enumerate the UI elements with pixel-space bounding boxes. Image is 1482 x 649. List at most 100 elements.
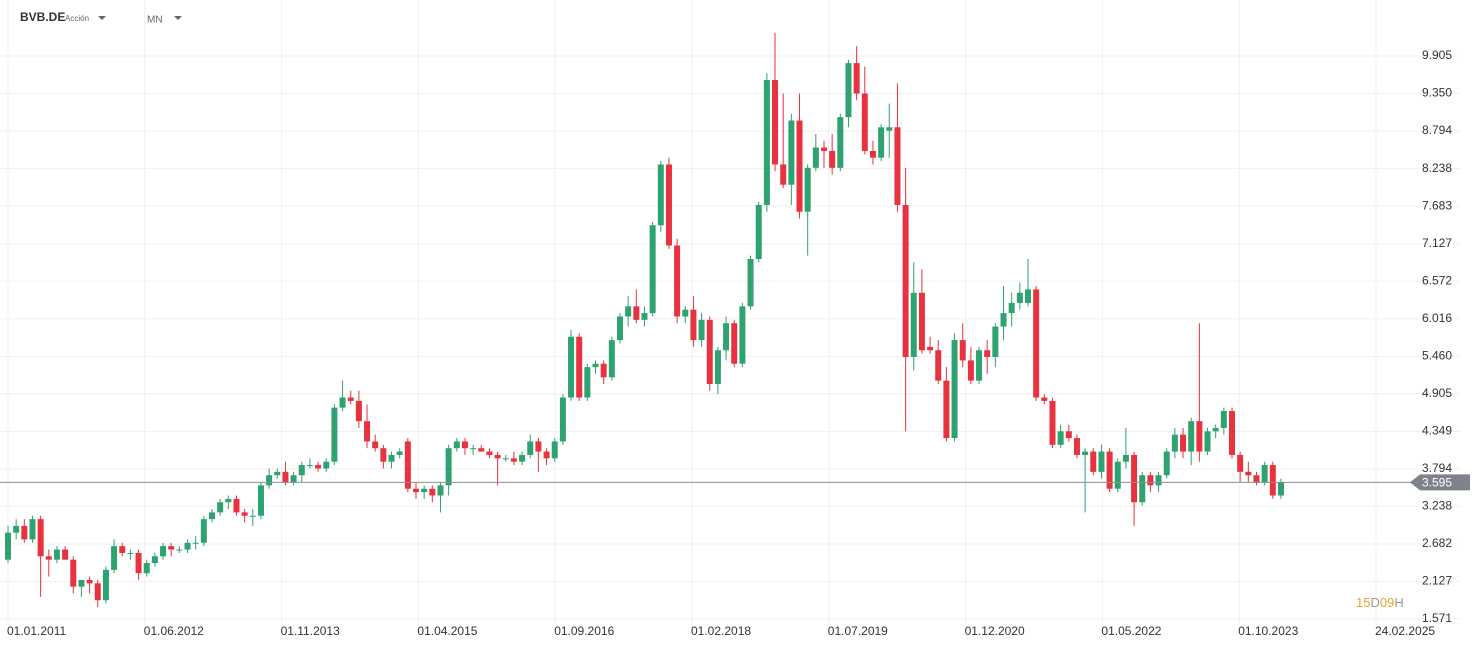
y-tick-label: 3.238 — [1422, 499, 1452, 513]
y-tick-label: 6.572 — [1422, 273, 1452, 287]
candle-body — [927, 346, 934, 351]
candle-body — [470, 448, 477, 450]
candle-body — [29, 519, 36, 540]
candle-body — [266, 475, 273, 486]
candle-body — [249, 515, 256, 517]
interval[interactable]: MN — [147, 15, 163, 26]
candle-body — [5, 532, 11, 560]
candle-body — [176, 549, 183, 551]
candle-body — [282, 471, 289, 482]
candle-body — [698, 319, 705, 341]
candle-body — [559, 397, 566, 442]
candle-body — [763, 79, 770, 205]
candle-body — [1155, 475, 1162, 486]
candle-body — [111, 546, 118, 570]
candle-body — [690, 309, 697, 341]
candle-body — [331, 407, 338, 462]
candle-body — [364, 421, 371, 442]
timer-days-unit: D — [1370, 595, 1379, 610]
candle-body — [886, 127, 893, 131]
candle-body — [1245, 471, 1252, 476]
dropdown-arrow[interactable] — [174, 16, 182, 20]
dropdown-arrow[interactable] — [98, 16, 106, 20]
candle-body — [1237, 454, 1244, 472]
candle-body — [853, 63, 860, 94]
candle-body — [1065, 431, 1072, 439]
candle-body — [649, 225, 656, 314]
x-tick-label: 01.01.2011 — [7, 624, 66, 638]
candle-body — [86, 579, 93, 584]
candle-body — [102, 569, 109, 601]
candle-body — [1016, 292, 1023, 303]
candle-body — [984, 350, 991, 357]
x-tick-label: 01.07.2019 — [828, 624, 888, 638]
candle-body — [209, 512, 215, 520]
candle-body — [739, 306, 746, 364]
candle-body — [315, 465, 322, 469]
candle-body — [388, 454, 395, 462]
x-tick-label: 01.10.2023 — [1238, 624, 1298, 638]
candle-body — [568, 336, 575, 398]
candle-body — [21, 525, 28, 540]
x-tick-label: 24.02.2025 — [1375, 624, 1435, 638]
candle-body — [845, 63, 852, 118]
asset-kind[interactable]: Acción — [65, 14, 89, 23]
candle-body — [861, 93, 868, 151]
x-tick-label: 01.11.2013 — [281, 624, 340, 638]
candle-body — [1261, 465, 1268, 482]
candle-body — [1041, 397, 1048, 401]
y-tick-label: 2.127 — [1422, 574, 1452, 588]
candle-body — [918, 292, 925, 351]
candle-body — [290, 475, 297, 482]
candle-body — [274, 471, 281, 476]
candle-body — [535, 441, 542, 452]
candle-body — [1220, 411, 1227, 428]
candle-body — [976, 350, 983, 381]
candle-body — [755, 204, 762, 260]
candle-body — [94, 583, 101, 601]
candle-body — [723, 323, 730, 351]
candle-body — [233, 498, 240, 513]
y-tick-label: 4.905 — [1422, 386, 1452, 400]
candle-body — [355, 400, 362, 422]
symbol[interactable]: BVB.DE — [20, 10, 65, 24]
y-tick-label: 4.349 — [1422, 424, 1452, 438]
x-tick-label: 01.06.2012 — [144, 624, 204, 638]
y-tick-label: 8.794 — [1422, 123, 1452, 137]
candle-body — [674, 245, 681, 317]
candle-body — [804, 167, 811, 212]
candle-body — [298, 465, 305, 476]
candle-body — [706, 319, 713, 385]
candle-body — [37, 519, 44, 557]
candle-body — [584, 367, 591, 398]
y-tick-label: 5.460 — [1422, 348, 1452, 362]
candle-body — [151, 556, 158, 564]
candle-body — [494, 454, 501, 459]
candle-body — [323, 461, 330, 469]
candle-body — [1000, 313, 1007, 327]
candle-body — [200, 519, 207, 543]
y-tick-label: 3.794 — [1422, 461, 1452, 475]
candle-body — [1147, 475, 1154, 486]
candle-body — [1212, 427, 1219, 432]
candle-body — [1082, 451, 1089, 455]
x-tick-label: 01.02.2018 — [691, 624, 751, 638]
candle-body — [1131, 454, 1138, 503]
candle-body — [747, 259, 754, 307]
candle-body — [413, 488, 419, 493]
candle-body — [878, 127, 885, 158]
x-tick-label: 01.12.2020 — [965, 624, 1025, 638]
candle-body — [608, 340, 615, 378]
candle-body — [821, 147, 827, 151]
y-tick-label: 7.683 — [1422, 198, 1452, 212]
candle-body — [959, 340, 966, 361]
candle-body — [1171, 434, 1178, 452]
candle-body — [641, 313, 648, 320]
x-tick-label: 01.04.2015 — [417, 624, 477, 638]
candle-body — [731, 323, 738, 364]
candle-body — [1057, 431, 1064, 445]
candle-body — [902, 204, 909, 357]
last-price-label: 3.595 — [1422, 475, 1452, 489]
candle-body — [372, 441, 379, 449]
candle-body — [306, 465, 313, 467]
